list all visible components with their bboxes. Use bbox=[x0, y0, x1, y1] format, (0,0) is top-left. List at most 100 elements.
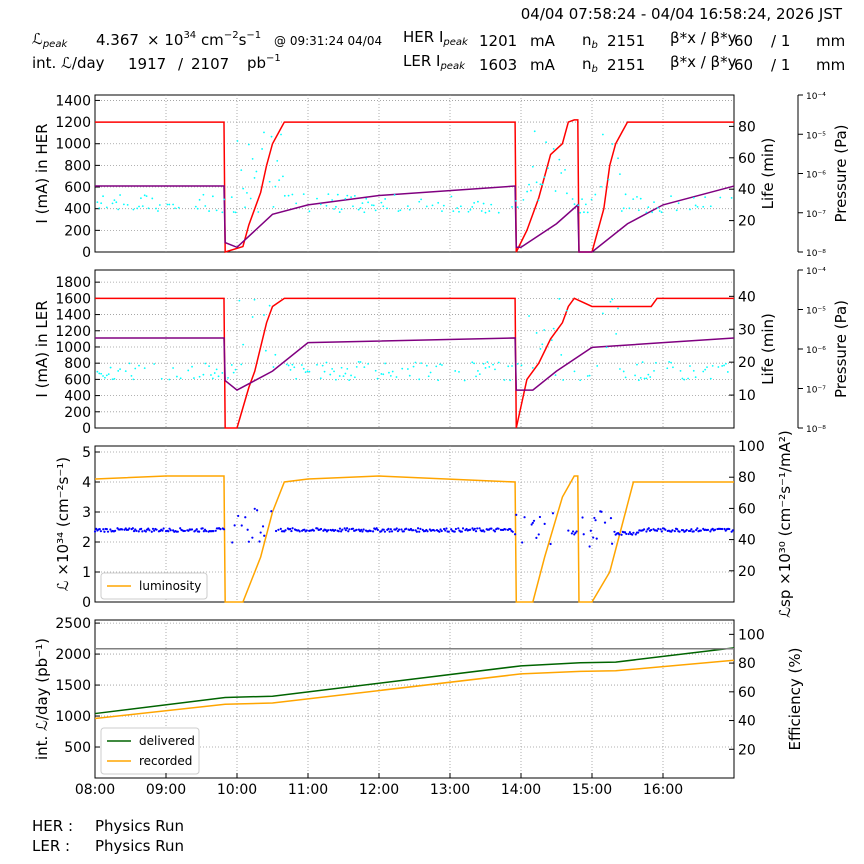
ytick-label: 800 bbox=[64, 356, 91, 372]
legend-label-recorded: recorded bbox=[139, 754, 192, 768]
pressure-point bbox=[105, 206, 108, 209]
pressure-point bbox=[408, 374, 411, 377]
her-beta-y: / 1 bbox=[771, 32, 791, 50]
her-status-value: Physics Run bbox=[95, 817, 185, 835]
specific-point bbox=[415, 530, 418, 533]
ytick-label: 200 bbox=[64, 223, 91, 239]
specific-point bbox=[551, 512, 555, 515]
specific-point bbox=[246, 528, 249, 531]
ytick-right-label: 40 bbox=[738, 714, 756, 730]
specific-point bbox=[338, 527, 342, 530]
pressure-point bbox=[272, 366, 275, 368]
pressure-point bbox=[689, 365, 691, 367]
specific-point bbox=[637, 531, 640, 534]
ytick-label: 2 bbox=[82, 535, 91, 551]
specific-point bbox=[609, 517, 613, 520]
pressure-point bbox=[488, 210, 491, 212]
pressure-point bbox=[537, 199, 540, 202]
specific-point bbox=[144, 530, 147, 533]
pressure-point bbox=[467, 210, 470, 213]
pressure-point bbox=[579, 211, 582, 214]
pressure-point bbox=[263, 314, 265, 316]
specific-point bbox=[340, 530, 343, 533]
pressure-point bbox=[168, 378, 171, 381]
pressure-point bbox=[670, 195, 672, 198]
pressure-point bbox=[348, 379, 351, 381]
her-nb-label: nb bbox=[582, 31, 598, 51]
pressure-point bbox=[198, 375, 201, 378]
specific-point bbox=[673, 530, 676, 533]
specific-point bbox=[337, 530, 340, 533]
specific-point bbox=[535, 536, 538, 539]
specific-point bbox=[398, 528, 401, 531]
specific-point bbox=[447, 530, 450, 533]
specific-point bbox=[312, 529, 316, 532]
pressure-point bbox=[475, 375, 477, 378]
pressure-point bbox=[509, 379, 512, 382]
pressure-point bbox=[418, 200, 421, 203]
pressure-point bbox=[382, 373, 385, 376]
pressure-point bbox=[622, 370, 625, 373]
pressure-point bbox=[647, 206, 650, 209]
pressure-point bbox=[471, 206, 474, 208]
pressure-point bbox=[450, 195, 453, 198]
pressure-point bbox=[482, 202, 485, 205]
specific-point bbox=[695, 528, 698, 532]
pressure-point bbox=[406, 205, 409, 208]
pressure-point bbox=[145, 195, 148, 197]
specific-point bbox=[355, 528, 358, 531]
specific-point bbox=[538, 515, 542, 519]
int-lum-slash: / bbox=[178, 55, 184, 73]
pressure-point bbox=[179, 377, 182, 380]
specific-point bbox=[98, 528, 101, 531]
pressure-point bbox=[709, 377, 712, 380]
pressure-point bbox=[573, 370, 576, 373]
pressure-point bbox=[478, 373, 481, 376]
pressure-point bbox=[601, 133, 604, 136]
specific-point bbox=[593, 516, 596, 520]
specific-point bbox=[360, 528, 363, 531]
ytick-label: 200 bbox=[64, 405, 91, 421]
pressure-point bbox=[374, 209, 377, 212]
ytick-label: 400 bbox=[64, 202, 91, 218]
specific-point bbox=[244, 516, 247, 519]
pressure-point bbox=[645, 377, 648, 380]
pressure-point bbox=[484, 367, 487, 369]
pressure-point bbox=[694, 376, 697, 379]
specific-point bbox=[731, 529, 734, 532]
ytick-right-label: 30 bbox=[738, 322, 756, 338]
specific-point bbox=[723, 527, 726, 531]
ler-peak-unit: mA bbox=[530, 56, 555, 74]
pressure-point bbox=[463, 379, 466, 382]
pressure-point bbox=[115, 201, 118, 204]
pressure-point bbox=[441, 210, 443, 213]
specific-point bbox=[291, 527, 294, 530]
pressure-point bbox=[393, 194, 396, 196]
specific-point bbox=[357, 528, 360, 531]
specific-point bbox=[645, 530, 648, 533]
her-beta-unit: mm bbox=[816, 32, 846, 50]
pressure-point bbox=[211, 195, 214, 198]
pressure-point bbox=[437, 379, 440, 382]
y-axis-label: I (mA) in HER bbox=[33, 123, 51, 223]
pressure-tick-label: 10⁻⁶ bbox=[806, 171, 826, 181]
specific-point bbox=[689, 529, 692, 532]
pressure-point bbox=[480, 210, 483, 212]
pressure-point bbox=[196, 207, 199, 210]
pressure-point bbox=[619, 173, 621, 176]
pressure-point bbox=[340, 366, 343, 369]
pressure-point bbox=[425, 364, 428, 367]
specific-point bbox=[521, 541, 524, 544]
pressure-point bbox=[325, 361, 328, 364]
specific-point bbox=[212, 530, 215, 533]
pressure-point bbox=[363, 211, 366, 214]
pressure-point bbox=[473, 202, 476, 204]
pressure-point bbox=[111, 202, 114, 205]
pressure-point bbox=[361, 202, 364, 205]
plot-frame bbox=[94, 269, 735, 429]
ler-beta-y: / 1 bbox=[771, 56, 791, 74]
pressure-point bbox=[346, 367, 349, 370]
ytick-right-label: 20 bbox=[738, 355, 756, 371]
pressure-point bbox=[306, 370, 309, 373]
